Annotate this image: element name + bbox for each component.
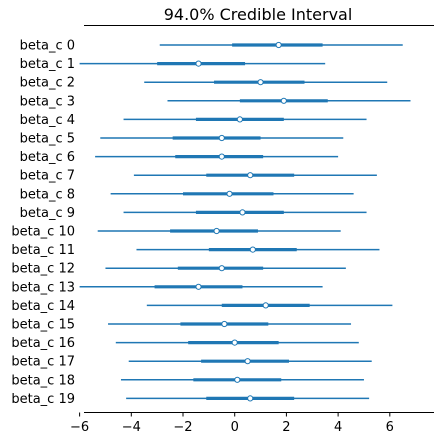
- forest-row: beta_c 13: [11, 280, 323, 295]
- row-label: beta_c 5: [20, 132, 75, 147]
- rows-layer: beta_c 0 beta_c 1 beta_c 2 beta_c 3 beta_c 4…: [11, 39, 411, 407]
- row-label: beta_c 1: [20, 57, 75, 72]
- forest-row: beta_c 4: [20, 113, 367, 128]
- row-label: beta_c 17: [11, 355, 75, 370]
- mean-marker: [218, 134, 225, 142]
- forest-row: beta_c 5: [20, 132, 344, 147]
- mean-marker: [262, 302, 269, 309]
- mean-marker: [218, 153, 225, 160]
- mean-marker: [249, 246, 256, 253]
- row-label: beta_c 11: [11, 243, 75, 258]
- x-tick-label: 6: [386, 420, 394, 435]
- mean-marker: [213, 227, 220, 235]
- mean-marker: [231, 339, 238, 346]
- x-tick-label: 2: [282, 420, 290, 435]
- row-label: beta_c 3: [20, 94, 75, 109]
- mean-marker: [275, 41, 282, 49]
- x-tick-label: −6: [70, 420, 89, 435]
- x-tick-label: 4: [334, 420, 342, 435]
- forest-row: beta_c 7: [20, 169, 377, 184]
- forest-row: beta_c 18: [11, 373, 364, 388]
- mean-marker: [280, 97, 287, 104]
- mean-marker: [244, 358, 251, 365]
- forest-row: beta_c 3: [20, 94, 411, 109]
- row-label: beta_c 18: [11, 373, 75, 388]
- row-label: beta_c 8: [20, 187, 75, 202]
- mean-marker: [236, 116, 243, 123]
- x-axis: −6 −4 −2 0 2 4 6: [70, 412, 394, 435]
- forest-row: beta_c 17: [11, 355, 372, 370]
- row-label: beta_c 6: [20, 150, 75, 165]
- mean-marker: [195, 283, 202, 290]
- row-label: beta_c 19: [11, 392, 75, 407]
- mean-marker: [218, 265, 225, 272]
- forest-row: beta_c 16: [11, 336, 359, 351]
- mean-marker: [226, 190, 233, 197]
- mean-marker: [239, 209, 246, 216]
- row-label: beta_c 0: [20, 39, 75, 54]
- forest-row: beta_c 2: [20, 76, 388, 91]
- x-tick-label: −2: [173, 420, 192, 435]
- chart-title: 94.0% Credible Interval: [164, 5, 353, 24]
- forest-row: beta_c 19: [11, 392, 370, 407]
- forest-row: beta_c 1: [20, 57, 326, 72]
- row-label: beta_c 14: [11, 299, 75, 314]
- row-label: beta_c 7: [20, 169, 75, 184]
- forest-row: beta_c 8: [20, 187, 354, 202]
- x-tick-label: −4: [122, 420, 141, 435]
- row-label: beta_c 12: [11, 262, 75, 277]
- mean-marker: [195, 60, 202, 67]
- row-label: beta_c 9: [20, 206, 75, 221]
- mean-marker: [221, 320, 228, 328]
- forest-row: beta_c 11: [11, 243, 380, 258]
- row-label: beta_c 4: [20, 113, 75, 128]
- forest-row: beta_c 14: [11, 299, 393, 314]
- mean-marker: [234, 376, 241, 383]
- row-label: beta_c 15: [11, 318, 75, 333]
- forest-row: beta_c 0: [20, 39, 403, 54]
- forest-row: beta_c 15: [11, 318, 352, 333]
- row-label: beta_c 16: [11, 336, 75, 351]
- forest-row: beta_c 10: [11, 225, 341, 240]
- forest-row: beta_c 9: [20, 206, 367, 221]
- mean-marker: [257, 79, 264, 86]
- mean-marker: [247, 395, 254, 402]
- row-label: beta_c 2: [20, 76, 75, 91]
- x-tick-label: 0: [231, 420, 239, 435]
- mean-marker: [247, 172, 254, 179]
- forest-row: beta_c 6: [20, 150, 339, 165]
- row-label: beta_c 10: [11, 225, 75, 240]
- forest-row: beta_c 12: [11, 262, 346, 277]
- row-label: beta_c 13: [11, 280, 75, 295]
